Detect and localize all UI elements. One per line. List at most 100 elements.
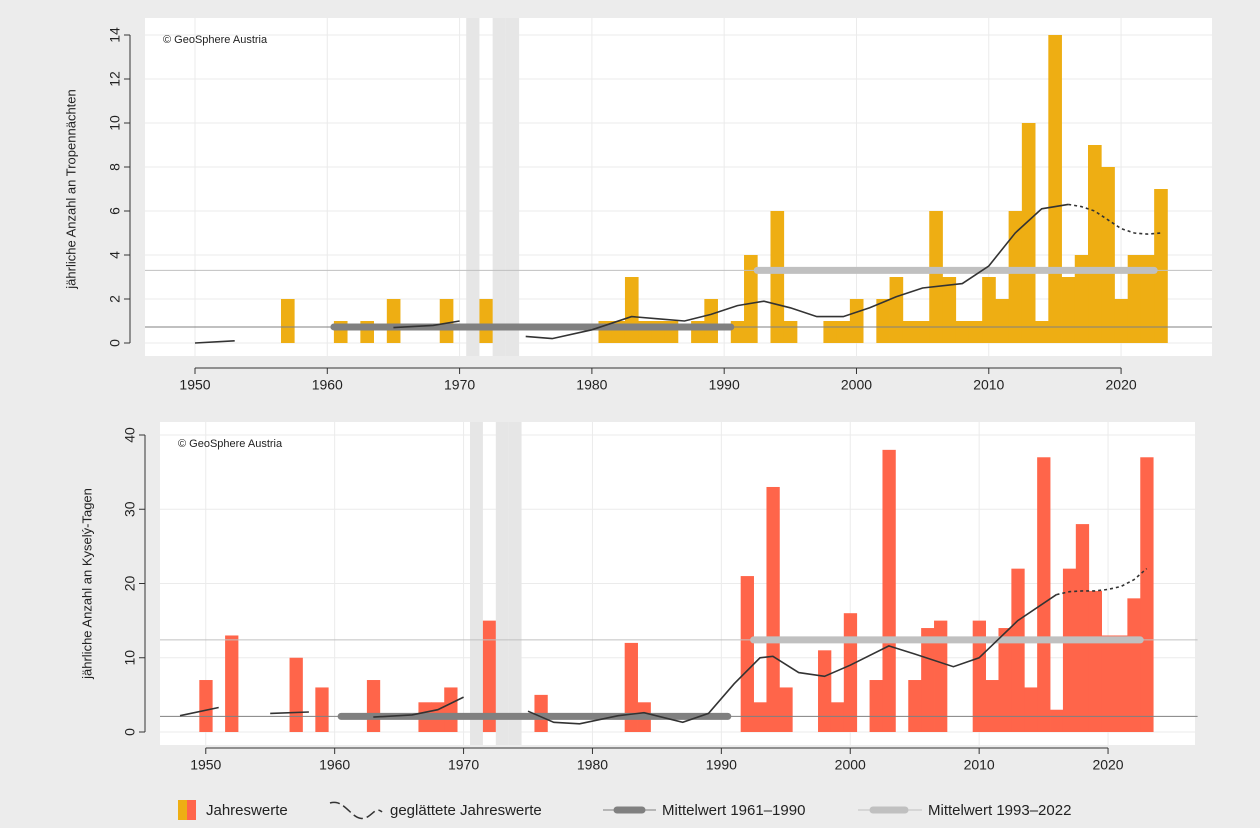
bar xyxy=(1140,255,1155,343)
y-axis-title: jährliche Anzahl an Tropennächten xyxy=(63,89,78,289)
y-tick-label: 0 xyxy=(107,339,123,347)
bar xyxy=(1050,709,1064,732)
bar xyxy=(482,620,497,732)
bar xyxy=(386,299,401,343)
y-axis-title: jährliche Anzahl an Kyselý-Tagen xyxy=(79,488,94,680)
smoothed-line xyxy=(525,203,1069,340)
bar xyxy=(315,687,329,732)
bar xyxy=(908,680,922,732)
bar xyxy=(1021,123,1036,343)
bar xyxy=(1035,321,1049,343)
bar xyxy=(624,277,639,343)
bar xyxy=(225,635,239,732)
x-tick-label: 1980 xyxy=(577,757,608,773)
bar xyxy=(830,702,845,732)
legend: Jahreswerte geglättete Jahreswerte Mitte… xyxy=(178,800,1071,820)
bar xyxy=(889,277,904,343)
bar xyxy=(902,321,917,343)
x-tick-label: 1960 xyxy=(312,377,343,393)
source: © GeoSphere Austria xyxy=(163,34,268,46)
smoothed-line xyxy=(179,706,219,717)
legend-label: Mittelwert 1993–2022 xyxy=(928,802,1071,819)
x-tick-label: 2000 xyxy=(835,757,866,773)
bar xyxy=(1140,457,1154,732)
bar xyxy=(289,657,303,732)
bar xyxy=(624,642,638,732)
bar xyxy=(1075,524,1090,732)
bar xyxy=(1062,568,1077,732)
bar xyxy=(998,628,1012,732)
x-tick-label: 2010 xyxy=(964,757,995,773)
y-tick-label: 12 xyxy=(107,71,123,87)
bar xyxy=(995,299,1010,343)
missing-band xyxy=(495,422,509,745)
x-tick-label: 1980 xyxy=(576,377,607,393)
bar xyxy=(280,299,295,343)
bar xyxy=(1061,277,1076,343)
y-tick-label: 20 xyxy=(122,576,138,592)
bar xyxy=(1127,598,1141,732)
bar xyxy=(479,299,494,343)
y-tick-label: 4 xyxy=(107,251,123,259)
bar xyxy=(1024,687,1038,732)
bar xyxy=(1037,457,1051,732)
bar xyxy=(439,299,454,343)
bar xyxy=(199,680,213,732)
bar xyxy=(1011,568,1025,732)
x-tick-label: 1970 xyxy=(444,377,475,393)
smoothed-line xyxy=(270,711,309,715)
y-tick-label: 30 xyxy=(122,501,138,517)
x-tick-label: 2010 xyxy=(973,377,1004,393)
y-tick-label: 8 xyxy=(107,163,123,171)
bar xyxy=(916,321,930,343)
bar xyxy=(704,299,718,343)
smoothed-line xyxy=(194,340,235,344)
bar xyxy=(934,620,948,732)
bar xyxy=(882,449,896,732)
bar xyxy=(818,650,832,732)
bar xyxy=(779,687,793,732)
bar xyxy=(843,613,858,732)
missing-band xyxy=(505,18,520,356)
missing-band xyxy=(492,18,506,356)
bar xyxy=(982,277,996,343)
x-tick-label: 1970 xyxy=(448,757,479,773)
y-tick-label: 6 xyxy=(107,207,123,215)
legend-label: geglättete Jahreswerte xyxy=(390,802,542,819)
smoothed-line xyxy=(373,696,464,718)
x-tick-label: 2020 xyxy=(1092,757,1123,773)
x-tick-label: 2000 xyxy=(841,377,872,393)
bar xyxy=(753,702,767,732)
bar xyxy=(1101,167,1115,343)
legend-label: Jahreswerte xyxy=(206,802,288,819)
bar xyxy=(744,255,758,343)
bar xyxy=(836,321,851,343)
bar xyxy=(1101,635,1115,732)
y-tick-label: 14 xyxy=(107,27,123,43)
y-tick-label: 2 xyxy=(107,295,123,303)
bar xyxy=(770,211,785,343)
bar xyxy=(1088,145,1102,343)
bar xyxy=(869,680,883,732)
y-tick-label: 40 xyxy=(122,427,138,443)
x-tick-label: 1990 xyxy=(709,377,740,393)
bar xyxy=(1114,299,1129,343)
bar xyxy=(766,486,780,732)
bar xyxy=(1154,189,1168,343)
bar xyxy=(740,576,754,732)
bar xyxy=(876,299,890,343)
smoothed-line xyxy=(527,593,1057,725)
legend-label: Mittelwert 1961–1990 xyxy=(662,802,805,819)
y-tick-label: 10 xyxy=(122,650,138,666)
bar xyxy=(955,321,970,343)
bar xyxy=(849,299,864,343)
bar xyxy=(972,620,986,732)
x-tick-label: 1990 xyxy=(706,757,737,773)
source: © GeoSphere Austria xyxy=(178,438,283,450)
bar xyxy=(1048,35,1062,343)
bar xyxy=(921,628,935,732)
x-tick-label: 1950 xyxy=(179,377,210,393)
y-tick-label: 0 xyxy=(122,728,138,736)
